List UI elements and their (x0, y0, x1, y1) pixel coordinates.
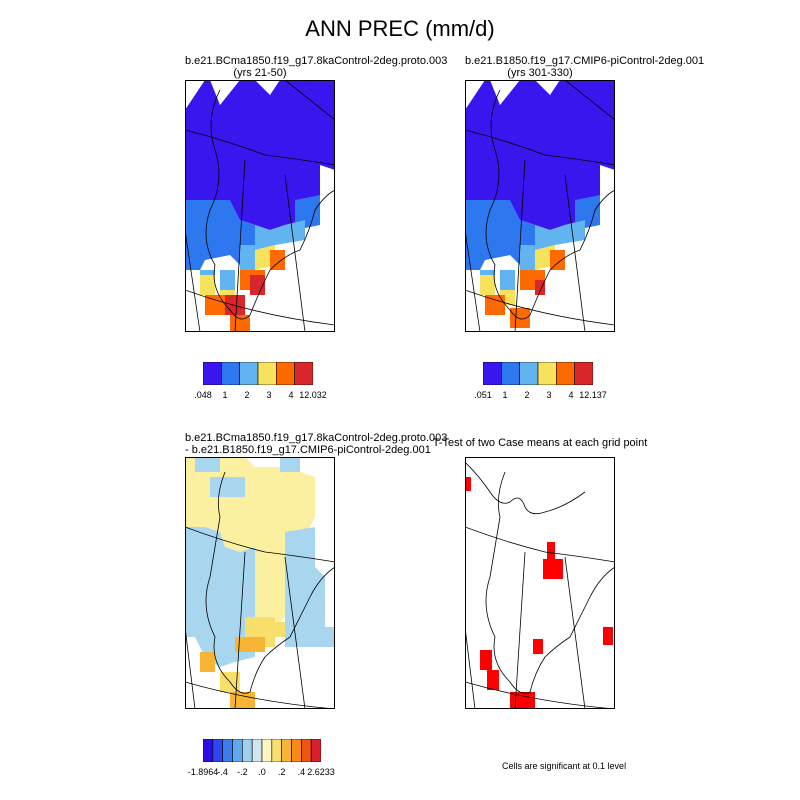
cb3-swatch (291, 739, 302, 762)
cb2-tick-label: .051 (474, 390, 492, 400)
cb1-tick-label: 2 (244, 390, 250, 400)
cb2-swatch (501, 362, 520, 385)
cb2-tick-label: 3 (546, 390, 552, 400)
panel1-title-line1: b.e21.BCma1850.f19_g17.8kaControl-2deg.p… (185, 55, 448, 67)
panel2-map (465, 80, 615, 332)
cb3-swatch (222, 739, 233, 762)
panel2-coastline (465, 80, 615, 332)
panel2-precip-field (465, 80, 615, 328)
panel3-title-line1: b.e21.BCma1850.f19_g17.8kaControl-2deg.p… (185, 432, 448, 444)
cb1-swatch (203, 362, 222, 385)
cb3-swatch (261, 739, 273, 762)
cb3-tick-label: .2 (277, 767, 286, 777)
cb2-swatch (519, 362, 539, 385)
figure-title: ANN PREC (mm/d) (305, 16, 495, 41)
cb2-swatch (556, 362, 575, 385)
colorbar2-swatches (483, 362, 593, 385)
panel1-map (185, 80, 335, 332)
cb2-swatch (574, 362, 593, 385)
panel4-coastline (465, 461, 615, 709)
panel4-significant-cells (465, 477, 613, 709)
panel2-title-line1: b.e21.B1850.f19_g17.CMIP6-piControl-2deg… (465, 55, 705, 67)
panel3-title-line2: - b.e21.B1850.f19_g17.CMIP6-piControl-2d… (185, 444, 431, 456)
cb3-tick-label: -.4 (217, 767, 228, 777)
cb1-swatch (257, 362, 277, 385)
cb3-tick-label: .0 (258, 767, 266, 777)
cb3-swatch (281, 739, 292, 762)
cb3-swatch (271, 739, 282, 762)
cb1-swatch (294, 362, 313, 385)
cb2-tick-label: 12.137 (579, 390, 607, 400)
panel2-title: b.e21.B1850.f19_g17.CMIP6-piControl-2deg… (465, 55, 705, 79)
cb2-swatch (537, 362, 557, 385)
panel3-map (185, 457, 335, 709)
panel4-map (465, 457, 615, 709)
panel3-difference-field (185, 457, 335, 709)
cb3-tick-label: -.2 (237, 767, 248, 777)
cb3-swatch (212, 739, 223, 762)
cb3-swatch (242, 739, 253, 762)
cb1-swatch (221, 362, 240, 385)
cb1-swatch (276, 362, 295, 385)
panel4-title: T-Test of two Case means at each grid po… (425, 437, 655, 449)
cb1-tick-label: .048 (194, 390, 212, 400)
colorbar1-swatches (203, 362, 313, 385)
colorbar1 (203, 362, 313, 385)
panel3-coastline (185, 471, 335, 709)
panel1-coastline (185, 80, 335, 332)
cb3-tick-label: -1.8964 (187, 767, 219, 777)
panel1-title: b.e21.BCma1850.f19_g17.8kaControl-2deg.p… (185, 55, 448, 79)
cb3-swatch (232, 739, 243, 762)
colorbar3 (203, 739, 321, 762)
panel4-title-line1: T-Test of two Case means at each grid po… (432, 437, 648, 449)
cb3-swatch (301, 739, 312, 762)
cb3-swatch (251, 739, 263, 762)
panel1-precip-field (185, 80, 335, 332)
cb3-tick-label: 2.6233 (307, 767, 335, 777)
colorbar3-swatches (203, 739, 321, 762)
cb1-tick-label: 3 (266, 390, 272, 400)
cb3-swatch (310, 739, 321, 762)
cb1-tick-label: 12.032 (299, 390, 327, 400)
cb1-tick-label: 1 (222, 390, 228, 400)
cb1-tick-label: 4 (288, 390, 294, 400)
significance-note: Cells are significant at 0.1 level (502, 761, 627, 771)
panel2-title-line2: (yrs 301-330) (507, 67, 573, 79)
cb2-tick-label: 1 (502, 390, 508, 400)
cb3-swatch (203, 739, 214, 762)
panel3-title: b.e21.BCma1850.f19_g17.8kaControl-2deg.p… (185, 432, 448, 456)
cb3-tick-label: .4 (297, 767, 306, 777)
cb2-tick-label: 2 (524, 390, 530, 400)
panel1-title-line2: (yrs 21-50) (233, 67, 287, 79)
cb2-tick-label: 4 (568, 390, 574, 400)
cb2-swatch (483, 362, 502, 385)
colorbar2 (483, 362, 593, 385)
cb1-swatch (239, 362, 259, 385)
